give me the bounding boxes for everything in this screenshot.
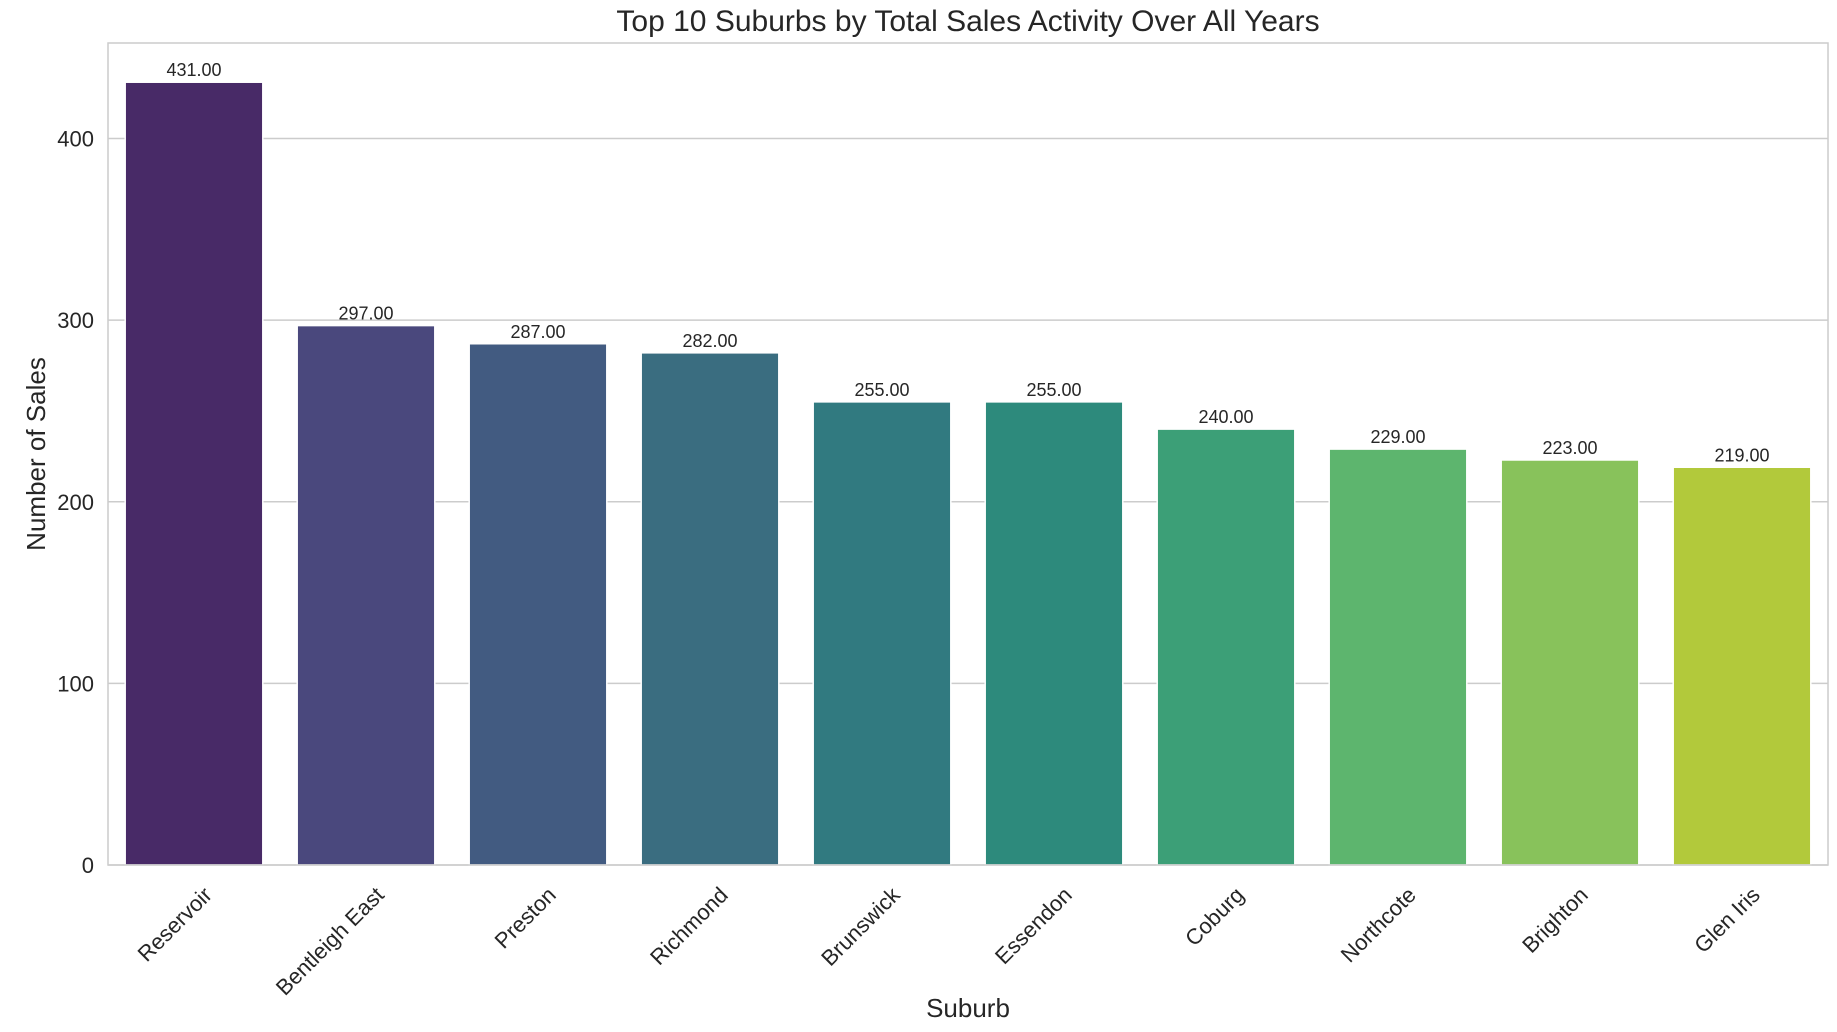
data-label: 255.00 [854,380,909,400]
y-tick-label: 0 [82,853,94,878]
x-tick-label: Coburg [1180,882,1249,951]
x-tick-label: Preston [490,882,561,953]
bar [1328,448,1468,866]
data-label: 240.00 [1198,407,1253,427]
x-tick-label: Reservoir [133,882,217,966]
data-label: 255.00 [1026,380,1081,400]
bars [124,81,1812,866]
x-tick-label: Brighton [1517,882,1593,958]
chart-title: Top 10 Suburbs by Total Sales Activity O… [616,5,1319,38]
bar [812,401,952,866]
x-tick-label: Bentleigh East [271,882,389,1000]
data-labels: 431.00 297.00 287.00 282.00 255.00 255.00 240.… [166,60,1769,465]
bar [468,343,608,866]
data-label: 229.00 [1370,427,1425,447]
y-axis-label: Number of Sales [21,357,51,551]
bar [296,324,436,866]
data-label: 282.00 [682,331,737,351]
y-tick-label: 400 [57,127,94,152]
x-tick-label: Essendon [990,882,1077,969]
data-label: 297.00 [338,304,393,324]
y-axis-ticks: 0 100 200 300 400 [57,127,94,878]
bar [640,352,780,866]
bar [124,81,264,866]
x-tick-label: Richmond [645,882,733,970]
y-tick-label: 300 [57,308,94,333]
data-label: 287.00 [510,322,565,342]
x-tick-label: Northcote [1336,882,1421,967]
bar [1500,459,1640,866]
x-axis-ticks: Reservoir Bentleigh East Preston Richmond Br… [133,881,1765,1000]
data-label: 219.00 [1714,445,1769,465]
bar [1156,428,1296,866]
x-axis-label: Suburb [926,993,1010,1023]
bar [984,401,1124,866]
bar [1672,466,1812,866]
x-tick-label: Glen Iris [1689,882,1765,958]
y-tick-label: 100 [57,671,94,696]
y-tick-label: 200 [57,490,94,515]
data-label: 431.00 [166,60,221,80]
data-label: 223.00 [1542,438,1597,458]
plot-frame [107,42,1829,866]
x-tick-label: Brunswick [816,881,905,970]
